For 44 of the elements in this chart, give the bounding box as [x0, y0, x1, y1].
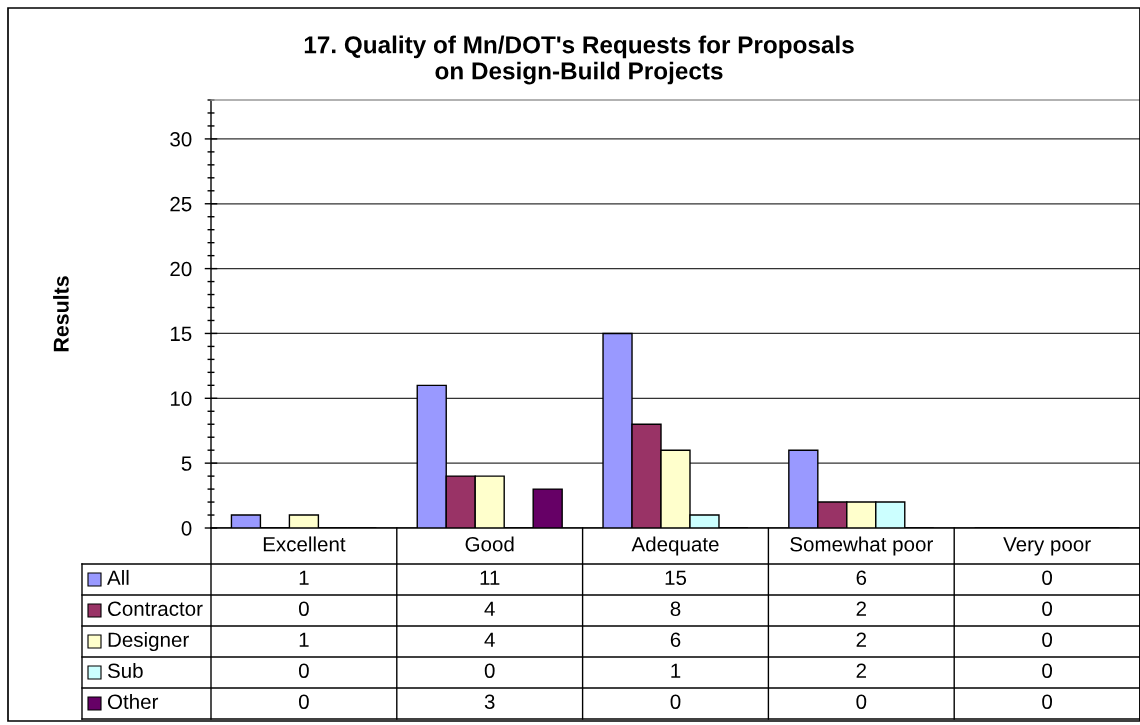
data-label: 0	[1042, 663, 1053, 679]
data-label: 0	[1042, 694, 1053, 710]
y-tick-label: 0	[181, 521, 192, 536]
data-label: 0	[670, 694, 681, 710]
legend-label: Designer	[108, 631, 189, 652]
x-tick-label: Very poor	[1003, 537, 1091, 556]
y-tick-label: 5	[181, 456, 192, 471]
data-label: 8	[670, 601, 681, 617]
legend-label: Contractor	[108, 601, 203, 617]
data-label: 0	[298, 601, 309, 617]
data-label: 0	[1042, 632, 1053, 648]
legend-label: Sub	[107, 662, 143, 679]
data-label: 11	[480, 570, 500, 585]
chart-title: 17. Quality of Mn/DOT's Requests for Proposals on Design-Build Projects	[304, 35, 854, 85]
data-label: 0	[298, 694, 309, 710]
x-tick-label: Somewhat poor	[790, 536, 933, 556]
data-label: 1	[671, 663, 681, 678]
y-tick-label: 20	[170, 261, 192, 277]
y-axis-title: Results	[53, 276, 69, 352]
data-label: 15	[665, 570, 687, 586]
data-label: 4	[484, 632, 495, 647]
data-label: 2	[856, 601, 866, 616]
data-label: 6	[856, 570, 867, 586]
data-label: 2	[856, 632, 866, 647]
data-label: 0	[484, 663, 495, 679]
data-label: 0	[856, 694, 867, 710]
data-label: 3	[484, 694, 495, 710]
data-label: 4	[484, 601, 495, 616]
data-label: 2	[856, 663, 866, 678]
data-label: 6	[670, 632, 681, 648]
y-tick-label: 25	[170, 196, 192, 212]
legend-label: All	[107, 569, 129, 585]
legend-label: Other	[107, 693, 159, 710]
y-tick-label: 10	[170, 391, 192, 406]
data-label: 0	[1042, 601, 1053, 617]
data-label: 1	[299, 570, 309, 585]
y-tick-label: 15	[170, 326, 192, 342]
data-label: 1	[299, 632, 309, 647]
x-tick-label: Good	[465, 536, 514, 552]
y-tick-label: 30	[170, 132, 192, 147]
data-label: 0	[1042, 570, 1053, 586]
data-label: 0	[298, 663, 309, 679]
x-tick-label: Excellent	[263, 536, 346, 552]
x-tick-label: Adequate	[631, 536, 719, 556]
